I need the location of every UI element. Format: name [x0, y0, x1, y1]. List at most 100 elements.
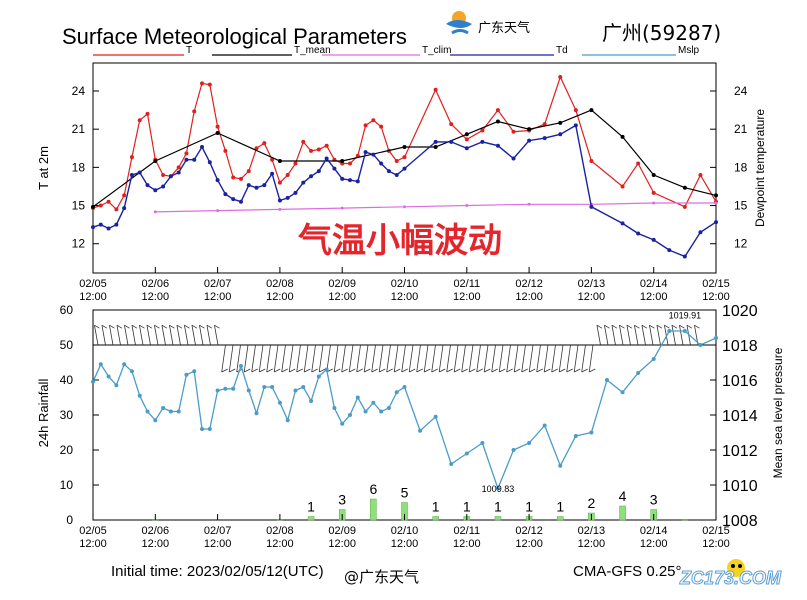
wind-barb — [131, 325, 136, 346]
wind-barb-feather — [544, 368, 551, 373]
wind-barb-feather — [229, 368, 236, 373]
legend-label-t_clim: T_clim — [422, 45, 451, 56]
wind-barb-feather — [334, 368, 341, 373]
point-t — [246, 169, 251, 174]
point-t_mean — [558, 120, 563, 125]
legend-label-mslp: Mslp — [678, 45, 700, 56]
point-mslp — [145, 409, 150, 414]
point-t — [363, 123, 368, 128]
point-td — [379, 161, 384, 166]
wind-barb-feather — [694, 324, 700, 329]
wind-barb-feather — [439, 368, 446, 373]
x-tick-label: 12:00 — [640, 538, 668, 550]
point-t — [184, 151, 189, 156]
wind-barb — [453, 344, 459, 373]
rain-bar — [494, 516, 502, 521]
point-t — [192, 109, 197, 114]
wind-barb-feather — [94, 324, 100, 329]
wind-barb — [146, 325, 151, 346]
x-tick-label: 02/12 — [515, 525, 543, 537]
wind-barb-feather — [371, 368, 378, 373]
point-t_mean — [402, 145, 407, 149]
wind-barb — [386, 344, 391, 373]
x-tick-label: 02/08 — [266, 525, 294, 537]
point-mslp — [122, 362, 127, 367]
point-mslp — [324, 367, 329, 372]
x-tick-label: 12:00 — [515, 538, 543, 550]
station-label: 广州(59287) — [602, 21, 721, 45]
point-t — [698, 173, 703, 177]
cloud-icon — [446, 20, 472, 28]
point-t — [433, 87, 438, 92]
wind-barb-feather — [641, 324, 648, 329]
point-t_clim — [714, 201, 718, 205]
wind-barb-feather — [409, 368, 416, 373]
pressure-tick-label: 1010 — [722, 478, 758, 495]
point-t_clim — [465, 204, 469, 208]
wind-barb — [498, 344, 504, 373]
x-tick-label: 12:00 — [453, 291, 481, 303]
point-td — [153, 188, 158, 193]
x-tick-label: 12:00 — [266, 291, 294, 303]
wind-barb-feather — [454, 368, 461, 373]
y-tick-label: 12 — [72, 237, 86, 251]
wind-barb — [461, 344, 466, 373]
wind-barb-feather — [161, 324, 168, 329]
point-mslp — [340, 421, 345, 426]
wind-barb-feather — [221, 368, 228, 373]
wind-barb-feather — [649, 324, 655, 329]
series-line-t_clim — [155, 202, 716, 213]
point-t — [106, 199, 111, 204]
wind-barb — [528, 344, 534, 373]
point-t_mean — [215, 131, 220, 135]
point-t_clim — [278, 207, 282, 211]
wind-barb-feather — [266, 368, 273, 373]
point-mslp — [651, 357, 656, 361]
wind-barb-feather — [604, 324, 610, 329]
point-td — [433, 139, 438, 144]
rain-bar — [307, 516, 315, 521]
point-mslp — [604, 378, 609, 382]
wind-barb-feather — [656, 324, 663, 329]
point-td — [98, 222, 103, 227]
wind-barb — [341, 344, 346, 373]
point-mslp — [527, 441, 532, 445]
point-mslp — [192, 369, 197, 374]
point-td — [332, 166, 337, 171]
wind-barb — [408, 344, 414, 373]
wind-barb-feather — [169, 324, 175, 329]
point-td — [200, 145, 205, 149]
point-mslp — [379, 409, 384, 414]
wind-barb — [296, 344, 301, 373]
point-td — [161, 184, 166, 189]
point-mslp — [309, 399, 314, 403]
rain-bar — [557, 516, 564, 521]
weibo-handle: @广东天气 — [344, 568, 419, 586]
wind-barb-feather — [124, 324, 130, 329]
point-t — [161, 173, 166, 177]
point-mslp — [386, 406, 391, 410]
wind-barb-feather — [289, 368, 296, 373]
rain-tick-label: 30 — [60, 408, 74, 422]
wind-barb-feather — [244, 368, 251, 373]
point-td — [270, 171, 275, 176]
x-tick-label: 12:00 — [142, 538, 170, 550]
y2-tick-label: 21 — [734, 122, 748, 136]
wind-barb-feather — [296, 368, 303, 373]
wind-barb — [446, 344, 451, 373]
point-t_mean — [682, 185, 687, 190]
wind-barb — [243, 344, 249, 373]
wind-barb-feather — [686, 324, 693, 329]
point-mslp — [254, 411, 259, 416]
point-t — [511, 129, 516, 134]
wind-barb-feather — [559, 368, 566, 373]
wind-barb-feather — [499, 368, 506, 373]
point-t_clim — [216, 209, 220, 213]
wind-barb — [214, 325, 219, 346]
x-tick-label: 02/10 — [391, 525, 419, 537]
series-line-t_mean — [92, 109, 717, 208]
point-t_clim — [403, 205, 406, 209]
point-mslp — [277, 400, 282, 405]
point-td — [573, 123, 578, 128]
point-t — [254, 146, 259, 151]
